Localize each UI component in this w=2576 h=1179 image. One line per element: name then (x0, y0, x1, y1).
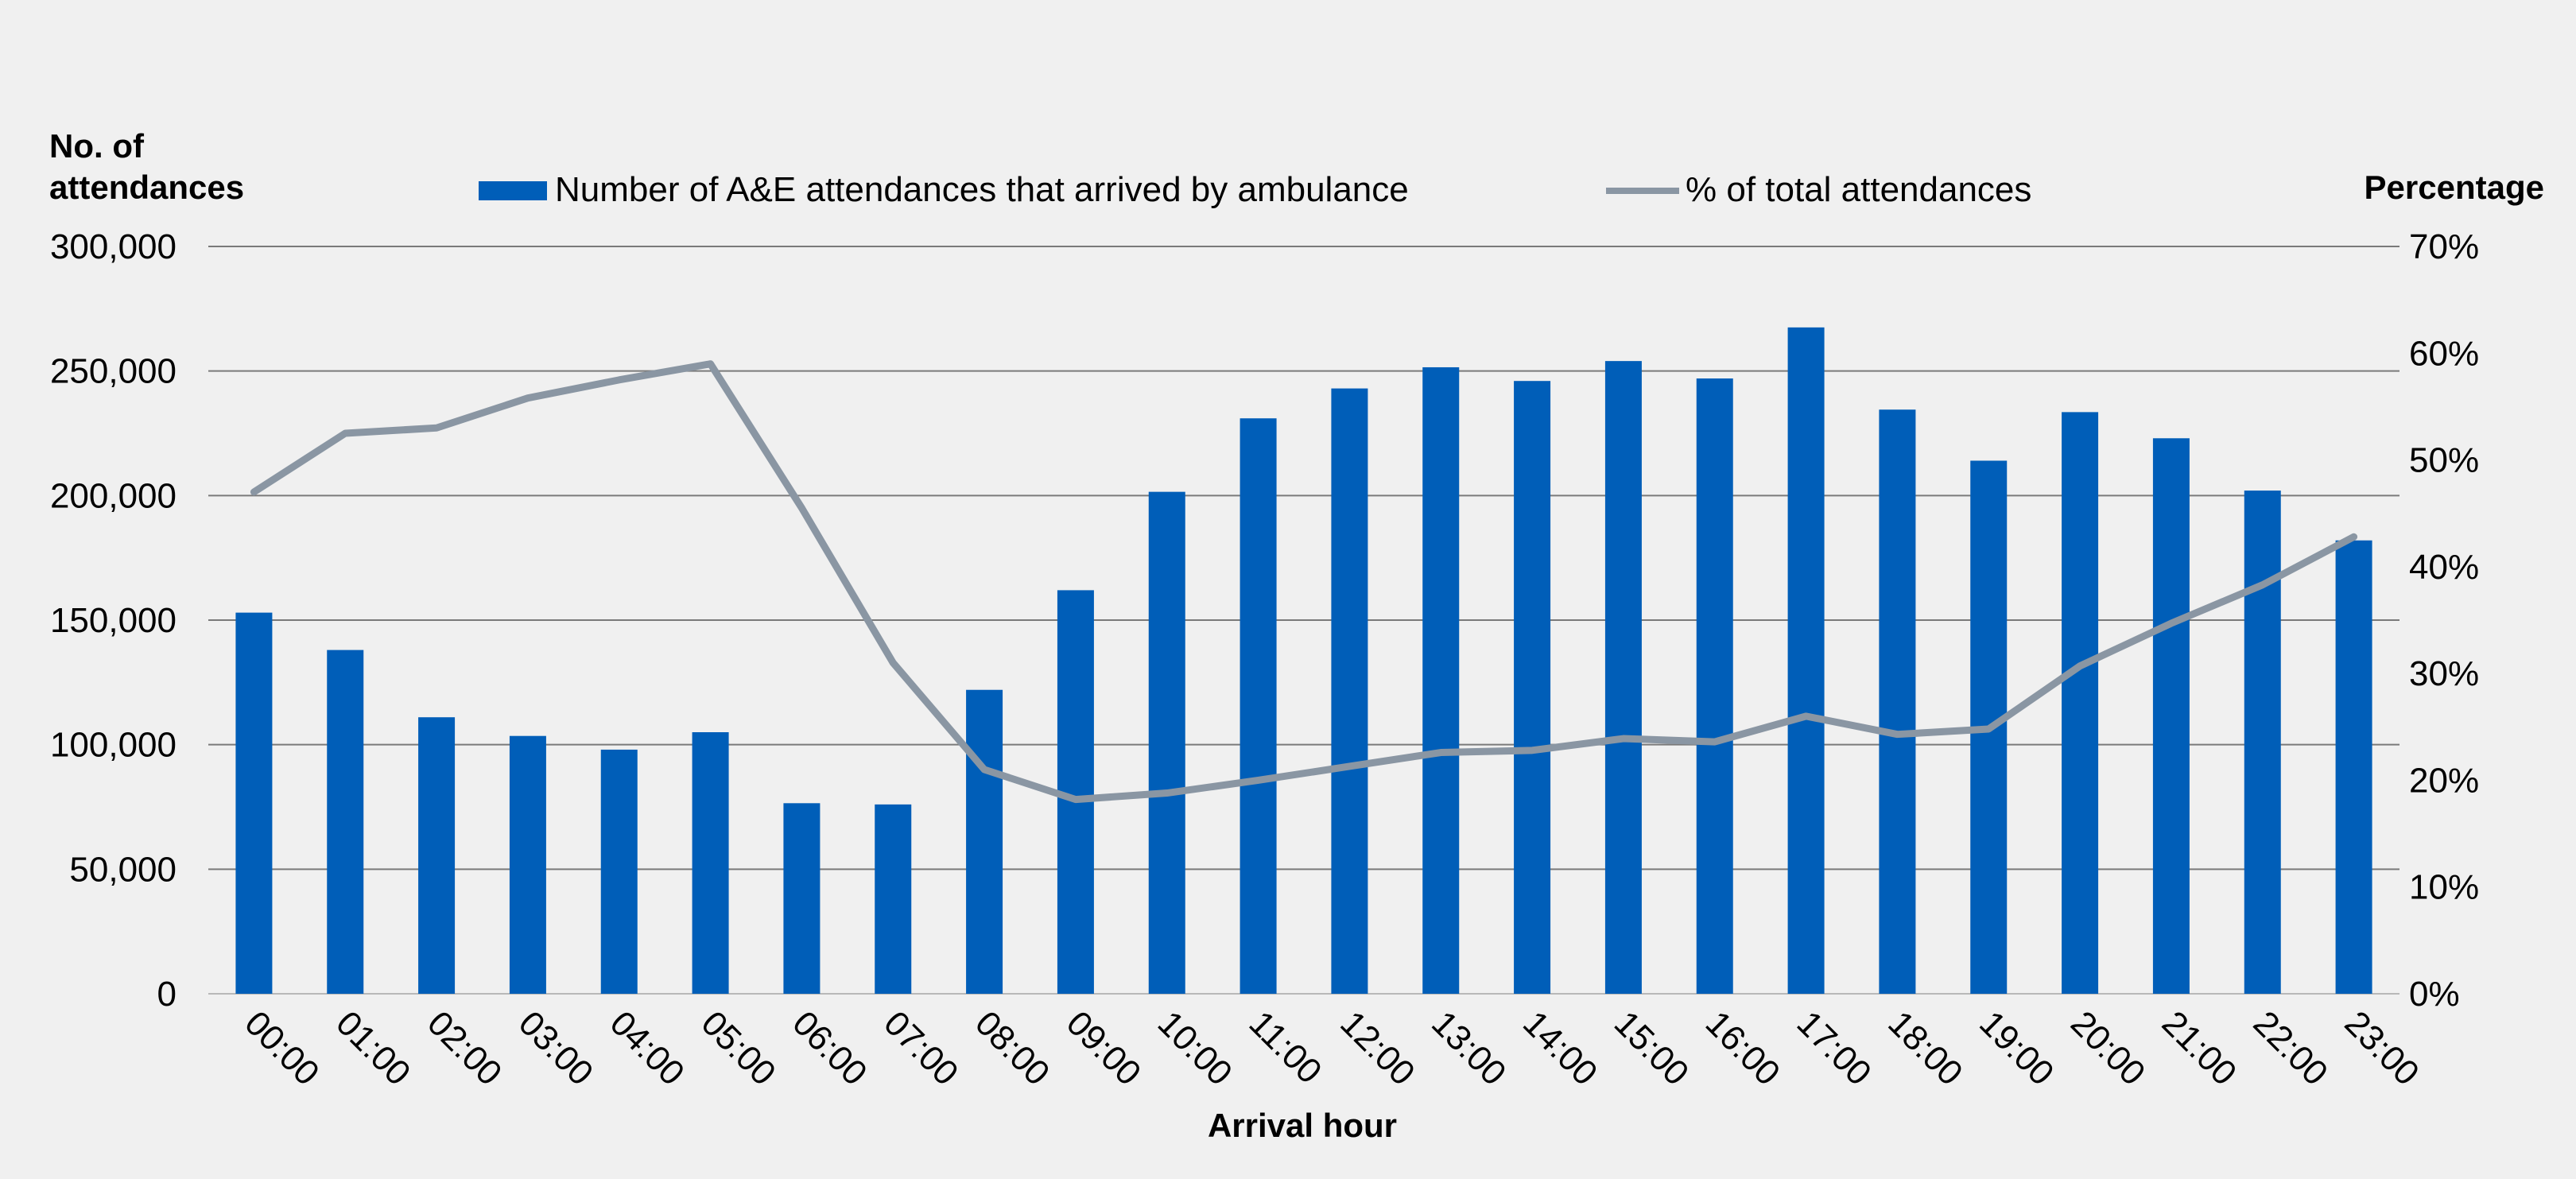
bar (235, 612, 273, 994)
legend: Number of A&E attendances that arrived b… (479, 170, 2031, 209)
bar (2152, 438, 2190, 994)
bar (327, 650, 364, 994)
x-tick-label: 02:00 (420, 1003, 510, 1093)
bar (1240, 418, 1277, 994)
x-tick-label: 21:00 (2155, 1003, 2244, 1093)
x-tick-label: 22:00 (2246, 1003, 2336, 1093)
left-tick-label: 0 (157, 975, 177, 1014)
right-tick-label: 50% (2409, 441, 2479, 480)
bar (1604, 361, 1642, 995)
left-tick-label: 100,000 (50, 726, 177, 765)
right-tick-label: 70% (2409, 227, 2479, 266)
x-tick-label: 18:00 (1880, 1003, 1970, 1093)
x-tick-label: 12:00 (1333, 1003, 1422, 1093)
left-tick-label: 300,000 (50, 227, 177, 266)
x-tick-label: 15:00 (1607, 1003, 1697, 1093)
bar (783, 803, 821, 994)
x-tick-label: 20:00 (2063, 1003, 2153, 1093)
bar (2062, 412, 2099, 994)
bar (875, 804, 912, 994)
right-axis-title: Percentage (2365, 169, 2544, 206)
left-tick-label: 200,000 (50, 476, 177, 515)
bar (2244, 491, 2281, 994)
right-tick-label: 30% (2409, 654, 2479, 693)
bar (1879, 409, 1916, 994)
left-axis-title-line2: attendances (49, 169, 244, 206)
right-y-axis: 0% 10% 20% 30% 40% 50% 60% 70% (2409, 227, 2479, 1014)
x-tick-label: 23:00 (2337, 1003, 2427, 1093)
bar (966, 689, 1003, 994)
right-tick-label: 40% (2409, 548, 2479, 587)
legend-line-label: % of total attendances (1686, 170, 2031, 209)
left-tick-label: 50,000 (69, 850, 177, 889)
bar-series (235, 327, 2372, 995)
x-tick-label: 13:00 (1424, 1003, 1514, 1093)
left-y-axis: 0 50,000 100,000 150,000 200,000 250,000 300,0… (50, 227, 177, 1014)
bar (600, 749, 638, 994)
x-axis: 00:00 01:00 02:00 03:00 04:00 05:00 06:00 07:00… (237, 1003, 2427, 1093)
x-tick-label: 07:00 (876, 1003, 966, 1093)
bar (1331, 388, 1368, 995)
gridlines (208, 246, 2399, 995)
legend-bar-label: Number of A&E attendances that arrived b… (555, 170, 1409, 209)
x-tick-label: 01:00 (328, 1003, 418, 1093)
x-tick-label: 11:00 (1242, 1003, 1329, 1091)
x-tick-label: 17:00 (1790, 1003, 1880, 1093)
bar (418, 717, 456, 994)
left-tick-label: 150,000 (50, 601, 177, 640)
line-series (250, 360, 2358, 804)
x-tick-label: 03:00 (511, 1003, 601, 1093)
legend-bar-swatch (479, 181, 547, 200)
x-tick-label: 00:00 (237, 1003, 327, 1093)
right-tick-label: 0% (2409, 975, 2460, 1014)
bar (692, 732, 729, 994)
bar (2335, 540, 2372, 994)
x-tick-label: 09:00 (1059, 1003, 1149, 1093)
bar (509, 735, 546, 994)
bar (1514, 381, 1551, 994)
percentage-line (250, 360, 2358, 804)
bar (1787, 327, 1825, 994)
bar (1422, 366, 1460, 994)
x-tick-label: 10:00 (1150, 1003, 1240, 1093)
x-tick-label: 14:00 (1515, 1003, 1605, 1093)
right-tick-label: 10% (2409, 868, 2479, 907)
x-tick-label: 16:00 (1698, 1003, 1788, 1093)
x-tick-label: 04:00 (603, 1003, 692, 1093)
left-tick-label: 250,000 (50, 352, 177, 391)
right-tick-label: 20% (2409, 761, 2479, 800)
x-tick-label: 08:00 (968, 1003, 1057, 1093)
bar (1696, 378, 1733, 995)
x-axis-title: Arrival hour (1208, 1107, 1397, 1144)
left-axis-title-line1: No. of (49, 127, 145, 165)
right-tick-label: 60% (2409, 334, 2479, 373)
x-tick-label: 06:00 (785, 1003, 875, 1093)
x-tick-label: 19:00 (1972, 1003, 2062, 1093)
bar (1148, 491, 1185, 994)
x-tick-label: 05:00 (694, 1003, 784, 1093)
